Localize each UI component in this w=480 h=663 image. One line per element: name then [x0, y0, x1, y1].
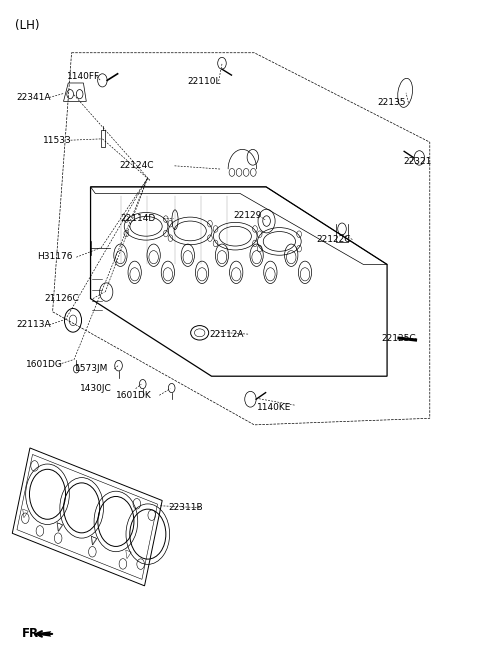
Text: 1601DG: 1601DG [25, 360, 62, 369]
Text: 22124C: 22124C [119, 161, 154, 170]
Text: 11533: 11533 [43, 137, 72, 145]
Text: 22341A: 22341A [16, 93, 50, 102]
Text: 22114D: 22114D [120, 214, 156, 223]
Text: 1140KE: 1140KE [257, 402, 291, 412]
Text: H31176: H31176 [37, 252, 72, 261]
Text: (LH): (LH) [14, 19, 39, 32]
Text: 1430JC: 1430JC [80, 384, 111, 393]
Text: 22110L: 22110L [188, 77, 221, 86]
Text: 22311B: 22311B [168, 503, 203, 512]
Text: 1140FF: 1140FF [67, 72, 100, 81]
Text: 1573JM: 1573JM [75, 365, 108, 373]
Text: 22135: 22135 [378, 98, 406, 107]
Text: 21126C: 21126C [45, 294, 79, 303]
Text: 1601DK: 1601DK [116, 391, 152, 400]
Text: 22321: 22321 [404, 157, 432, 166]
Text: 22122C: 22122C [316, 235, 350, 244]
Text: 22112A: 22112A [209, 330, 244, 339]
Text: 22125C: 22125C [382, 333, 416, 343]
Text: 22113A: 22113A [16, 320, 51, 330]
Text: FR.: FR. [22, 627, 44, 640]
Text: 22129: 22129 [234, 211, 262, 220]
